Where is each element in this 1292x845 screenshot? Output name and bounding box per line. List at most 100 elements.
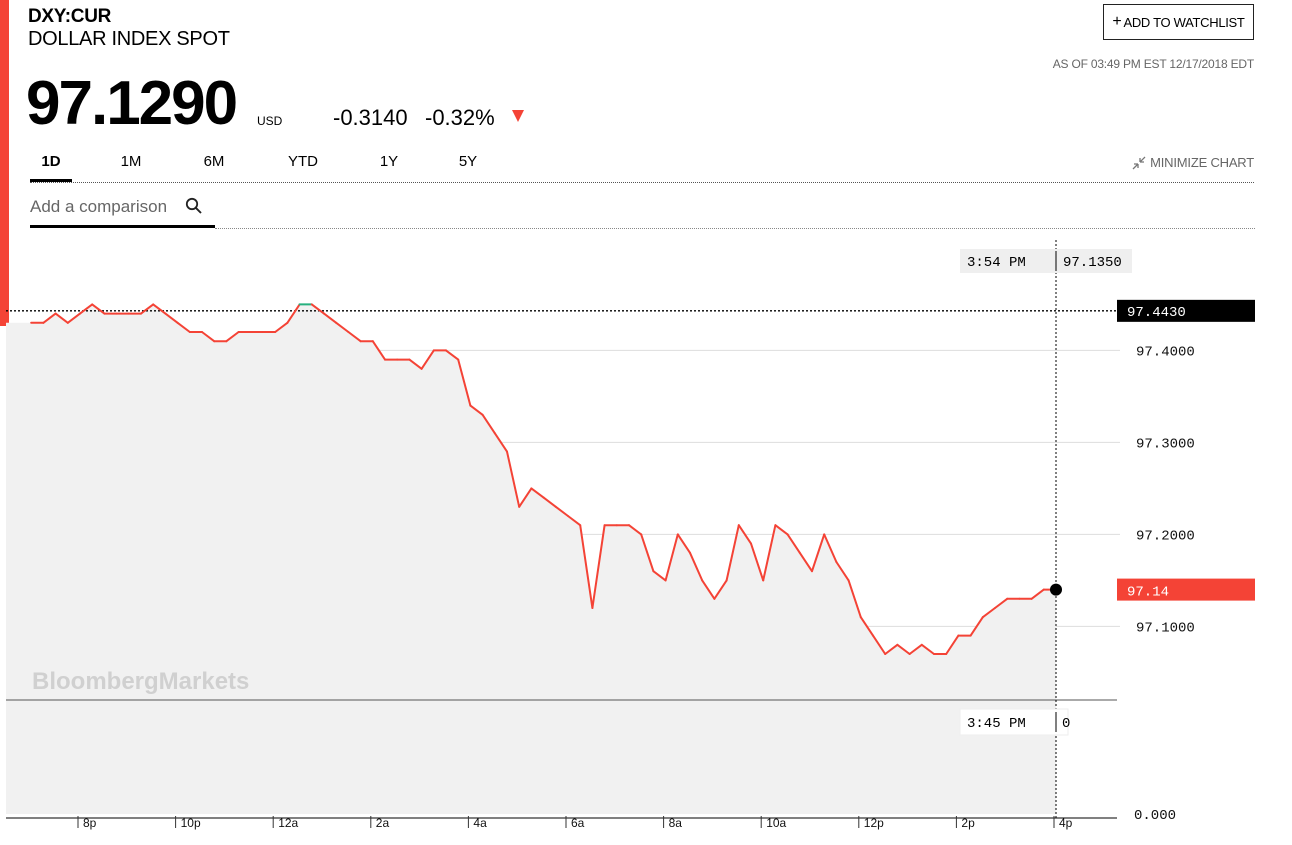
y-axis: 97.4000 97.3000 97.2000 97.1000 (1136, 344, 1195, 636)
price-segment (481, 413, 496, 435)
y-tick-label: 97.2000 (1136, 528, 1195, 544)
net-change: -0.3140 (333, 105, 408, 130)
minimize-chart-label: MINIMIZE CHART (1150, 155, 1254, 170)
price-segment (420, 349, 435, 370)
price-segment (371, 340, 386, 361)
price-segment (713, 579, 728, 600)
price-segment (164, 312, 179, 324)
last-price: 97.1290 (26, 69, 238, 138)
price-segment (847, 579, 862, 619)
price-segment (750, 542, 765, 582)
price-segment (457, 358, 472, 407)
price-segment (591, 524, 606, 609)
price-segment (896, 643, 911, 655)
x-tick-label: 8p (83, 816, 97, 830)
y-tick-label: 97.3000 (1136, 436, 1195, 452)
search-icon[interactable] (185, 197, 203, 215)
price-segment (664, 533, 679, 582)
percent-change: -0.32% (425, 105, 495, 130)
price-segment (920, 643, 935, 655)
price-segment (725, 524, 740, 582)
x-tick-label: 2a (376, 816, 390, 830)
volume-crosshair-time: 3:45 PM (967, 716, 1026, 732)
volume-crosshair-value: 0 (1062, 716, 1070, 732)
tab-5y[interactable]: 5Y (458, 153, 478, 170)
price-segment (176, 321, 191, 333)
price-segment (469, 404, 484, 416)
comparison-search (30, 193, 215, 228)
price-segment (445, 349, 460, 361)
ticker-symbol: DXY:CUR (28, 6, 112, 27)
price-segment (762, 524, 777, 582)
tab-ytd[interactable]: YTD (288, 153, 318, 170)
price-segment (1030, 588, 1045, 600)
price-segment (994, 597, 1009, 609)
price-segment (54, 312, 69, 324)
price-segment (79, 303, 94, 315)
add-to-watchlist-button[interactable]: + ADD TO WATCHLIST (1103, 4, 1254, 40)
price-segment (335, 321, 350, 333)
price-series (30, 303, 1057, 655)
plus-icon: + (1112, 13, 1122, 30)
price-segment (542, 496, 557, 508)
price-segment (628, 524, 643, 536)
tab-6m[interactable]: 6M (203, 153, 225, 170)
price-segment (286, 303, 301, 324)
price-segment (945, 634, 960, 655)
x-tick-label: 4a (473, 816, 487, 830)
y-tick-label: 97.1000 (1136, 620, 1195, 636)
crosshair-time: 3:54 PM (967, 255, 1026, 271)
price-segment (152, 303, 167, 315)
price-segment (981, 607, 996, 619)
previous-close-label: 97.4430 (1127, 305, 1186, 321)
tab-1d[interactable]: 1D (30, 153, 72, 182)
price-currency: USD (257, 114, 283, 128)
price-segment (835, 561, 850, 582)
price-segment (518, 487, 533, 508)
price-segment (408, 358, 423, 370)
price-segment (786, 533, 801, 554)
price-segment (310, 303, 325, 315)
price-segment (225, 331, 240, 343)
price-segment (347, 331, 362, 343)
volume-crosshair-tooltip: 3:45 PM 0 (959, 708, 1070, 736)
tab-1m[interactable]: 1M (120, 153, 142, 170)
timeframe-tabs: 1D 1M 6M YTD 1Y 5Y (30, 153, 1254, 183)
as-of-timestamp: AS OF 03:49 PM EST 12/17/2018 EDT (1052, 57, 1254, 71)
price-segment (140, 303, 155, 315)
price-segment (201, 331, 216, 343)
tab-1y[interactable]: 1Y (379, 153, 399, 170)
price-segment (66, 312, 81, 324)
crosshair-tooltip: 3:54 PM 97.1350 (960, 249, 1132, 273)
x-tick-label: 6a (571, 816, 585, 830)
price-segment (701, 579, 716, 600)
price-segment (811, 533, 826, 573)
price-down-indicator-bar (0, 0, 9, 326)
price-segment (493, 432, 508, 453)
minimize-chart-button[interactable]: MINIMIZE CHART (1132, 155, 1254, 170)
price-segment (689, 551, 704, 582)
price-segment (640, 533, 655, 573)
crosshair-value: 97.1350 (1063, 255, 1122, 271)
price-segment (323, 312, 338, 324)
price-segment (676, 533, 691, 554)
x-tick-label: 12p (864, 816, 884, 830)
last-price-label-box (1117, 578, 1255, 601)
comparison-input[interactable] (30, 193, 185, 217)
price-segment (579, 524, 594, 609)
comparison-divider (215, 228, 1255, 229)
price-segment (774, 524, 789, 536)
volume-axis-label: 0.000 (1134, 808, 1176, 824)
price-segment (823, 533, 838, 563)
price-segment (91, 303, 106, 315)
down-arrow-icon (512, 110, 524, 122)
price-segment (908, 643, 923, 655)
price-segment (530, 487, 545, 499)
volume-panel-fill (6, 700, 1056, 814)
y-tick-label: 97.4000 (1136, 344, 1195, 360)
price-segment (652, 570, 667, 582)
last-price-dot (1050, 583, 1062, 596)
price-segment (737, 524, 752, 545)
last-price-label: 97.14 (1127, 585, 1169, 601)
